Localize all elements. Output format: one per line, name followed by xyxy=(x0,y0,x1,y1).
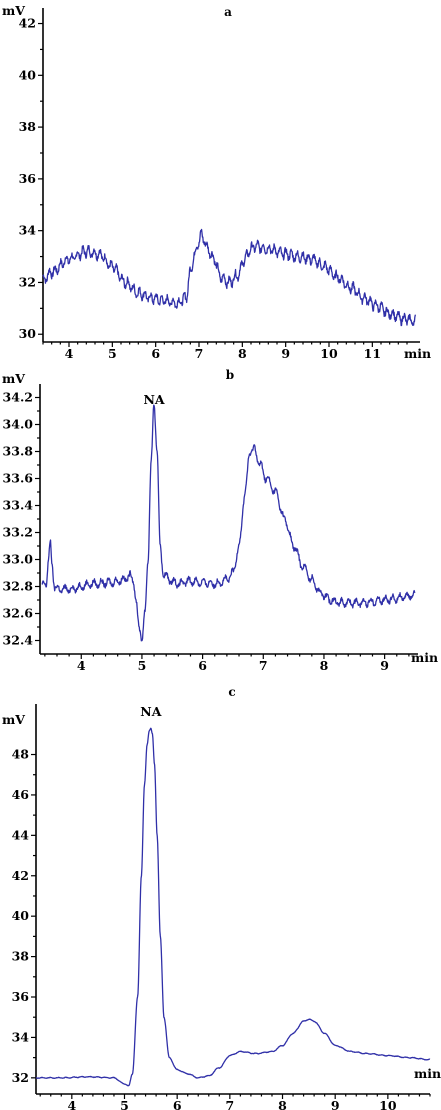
y-tick-label: 42 xyxy=(19,16,36,31)
y-axis-label: mV xyxy=(2,371,25,386)
x-tick-label: 6 xyxy=(151,346,160,361)
x-tick-label: 10 xyxy=(320,346,338,361)
x-tick-label: 5 xyxy=(138,658,147,673)
y-tick-label: 34.2 xyxy=(3,390,33,405)
y-tick-label: 44 xyxy=(12,827,30,842)
x-tick-label: 10 xyxy=(379,1098,397,1110)
y-tick-label: 33.0 xyxy=(3,552,34,567)
chart-panel-c: 32 34 36 38 40 42 44 46 48 4 5 6 7 8 9 10 c mV min NA xyxy=(2,685,441,1110)
y-tick-label: 40 xyxy=(19,67,37,82)
y-tick-label: 42 xyxy=(12,868,29,883)
y-tick-label: 40 xyxy=(12,908,30,923)
chromatogram-trace xyxy=(42,228,417,327)
x-tick-label: 5 xyxy=(108,346,117,361)
x-tick-label: 8 xyxy=(320,658,329,673)
x-tick-label: 11 xyxy=(364,346,381,361)
y-tick-label: 46 xyxy=(12,787,30,802)
y-tick-label: 32.4 xyxy=(3,633,34,648)
panel-title: c xyxy=(228,685,235,699)
chart-panel-a: 30 32 34 36 38 40 42 4 5 6 7 8 9 10 11 a mV min xyxy=(2,3,431,361)
x-axis-label: min xyxy=(411,650,438,665)
x-axis-label: min xyxy=(404,346,431,361)
y-tick-label: 34.0 xyxy=(3,417,34,432)
y-tick-label: 36 xyxy=(19,171,37,186)
y-tick-label: 48 xyxy=(12,747,30,762)
y-tick-label: 33.8 xyxy=(3,444,34,459)
y-tick-label: 32 xyxy=(12,1070,29,1085)
peak-annotation: NA xyxy=(144,392,165,407)
x-tick-label: 8 xyxy=(278,1098,287,1110)
x-tick-label: 5 xyxy=(120,1098,129,1110)
y-tick-label: 32 xyxy=(19,274,36,289)
chromatogram-trace xyxy=(41,404,416,642)
y-tick-label: 34 xyxy=(19,223,37,238)
y-tick-label: 33.2 xyxy=(3,525,33,540)
peak-annotation: NA xyxy=(140,704,161,719)
x-tick-label: 9 xyxy=(380,658,389,673)
y-axis-label: mV xyxy=(2,712,25,727)
y-tick-label: 38 xyxy=(19,119,37,134)
x-axis-label: min xyxy=(414,1066,441,1081)
x-tick-label: 4 xyxy=(65,346,74,361)
x-tick-label: 6 xyxy=(198,658,207,673)
panel-title: b xyxy=(226,368,234,382)
y-tick-label: 36 xyxy=(12,989,30,1004)
x-tick-label: 8 xyxy=(238,346,247,361)
x-tick-label: 6 xyxy=(173,1098,182,1110)
x-tick-label: 9 xyxy=(281,346,290,361)
x-tick-label: 9 xyxy=(331,1098,340,1110)
y-tick-label: 38 xyxy=(12,949,30,964)
x-tick-label: 7 xyxy=(259,658,268,673)
chart-panel-b: 32.4 32.6 32.8 33.0 33.2 33.4 33.6 33.8 34.0 34.2… xyxy=(2,368,438,673)
y-tick-label: 32.8 xyxy=(3,579,34,594)
x-tick-label: 4 xyxy=(77,658,86,673)
x-tick-label: 7 xyxy=(225,1098,234,1110)
y-tick-label: 34 xyxy=(12,1029,30,1044)
x-tick-label: 7 xyxy=(195,346,204,361)
y-tick-label: 32.6 xyxy=(3,606,34,621)
x-tick-label: 4 xyxy=(67,1098,76,1110)
panel-title: a xyxy=(224,5,232,19)
y-tick-label: 33.4 xyxy=(3,498,34,513)
y-axis-label: mV xyxy=(2,3,25,18)
y-tick-label: 33.6 xyxy=(3,471,34,486)
chromatogram-trace xyxy=(35,727,431,1087)
y-tick-label: 30 xyxy=(19,326,37,341)
